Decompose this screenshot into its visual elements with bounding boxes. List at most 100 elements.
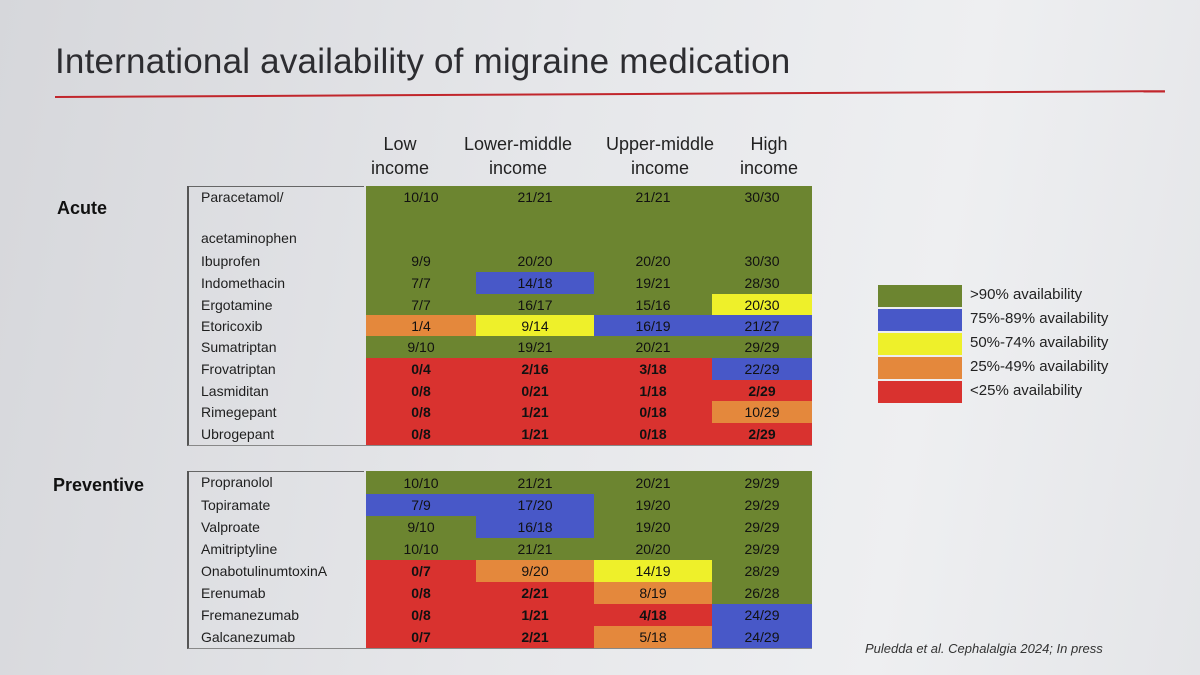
- availability-cell: 0/8: [366, 582, 476, 604]
- availability-cell: 2/21: [476, 582, 594, 604]
- table-row: Indomethacin 7/7 14/18 19/21 28/30: [189, 272, 812, 294]
- availability-cell: 9/9: [366, 250, 476, 272]
- availability-cell: 22/29: [712, 358, 812, 380]
- availability-cell: 17/20: [476, 494, 594, 516]
- availability-cell: 29/29: [712, 516, 812, 538]
- availability-cell: 2/29: [712, 423, 812, 445]
- availability-cell: 24/29: [712, 626, 812, 648]
- drug-name: Frovatriptan: [201, 361, 276, 377]
- availability-cell: 10/10: [366, 471, 476, 494]
- availability-cell: 1/21: [476, 401, 594, 423]
- availability-cell: 9/14: [476, 315, 594, 336]
- availability-cell: 20/20: [594, 538, 712, 560]
- availability-cell: 19/20: [594, 516, 712, 538]
- availability-cell: 0/8: [366, 423, 476, 445]
- section-label: Acute: [57, 198, 108, 218]
- availability-cell: 21/21: [476, 538, 594, 560]
- drug-name: Amitriptyline: [201, 541, 278, 557]
- availability-cell: 1/21: [476, 604, 594, 626]
- drug-name: Propranolol: [201, 474, 273, 490]
- drug-name: Indomethacin: [201, 275, 286, 291]
- table-row: Rimegepant 0/8 1/21 0/18 10/29: [189, 401, 812, 423]
- availability-cell: 20/21: [594, 471, 712, 494]
- section-label: Preventive: [53, 475, 145, 495]
- availability-cell: 0/7: [366, 626, 476, 648]
- column-header-line1: Upper-middle: [605, 134, 715, 154]
- column-header-line2: income: [488, 158, 548, 178]
- legend-label: 25%-49% availability: [970, 358, 1109, 375]
- table-row: Valproate 9/10 16/18 19/20 29/29: [189, 516, 812, 538]
- availability-cell: 4/18: [594, 604, 712, 626]
- column-header: High income: [689, 132, 849, 180]
- availability-cell: 21/21: [594, 186, 712, 250]
- column-header-line2: income: [370, 158, 430, 178]
- availability-cell: 24/29: [712, 604, 812, 626]
- column-header-line1: Lower-middle: [463, 134, 573, 154]
- table-row: Propranolol 10/10 21/21 20/21 29/29: [189, 471, 812, 494]
- availability-cell: 28/29: [712, 560, 812, 582]
- table-row: Etoricoxib 1/4 9/14 16/19 21/27: [189, 315, 812, 336]
- availability-cell: 2/21: [476, 626, 594, 648]
- legend-swatch: [878, 309, 962, 331]
- availability-cell: 8/19: [594, 582, 712, 604]
- drug-name: Ubrogepant: [201, 426, 275, 442]
- drug-name: Ibuprofen: [201, 253, 261, 269]
- table-row: Topiramate 7/9 17/20 19/20 29/29: [189, 494, 812, 516]
- availability-cell: 0/21: [476, 380, 594, 401]
- availability-cell: 7/9: [366, 494, 476, 516]
- availability-table: Propranolol 10/10 21/21 20/21 29/29 Topiramat…: [187, 471, 812, 649]
- availability-cell: 15/16: [594, 294, 712, 315]
- legend-swatch: [878, 285, 962, 307]
- table-row: Fremanezumab 0/8 1/21 4/18 24/29: [189, 604, 812, 626]
- availability-cell: 16/18: [476, 516, 594, 538]
- availability-cell: 19/20: [594, 494, 712, 516]
- availability-cell: 20/21: [594, 336, 712, 358]
- drug-name: Rimegepant: [201, 404, 277, 420]
- availability-table: Paracetamol/acetaminophen 10/10 21/21 21/21…: [187, 186, 812, 446]
- availability-cell: 10/10: [366, 538, 476, 560]
- availability-cell: 29/29: [712, 336, 812, 358]
- drug-name: Valproate: [201, 519, 260, 535]
- table-row: Lasmiditan 0/8 0/21 1/18 2/29: [189, 380, 812, 401]
- availability-cell: 0/18: [594, 401, 712, 423]
- availability-cell: 14/18: [476, 272, 594, 294]
- availability-cell: 9/10: [366, 336, 476, 358]
- availability-cell: 5/18: [594, 626, 712, 648]
- drug-name-continued: acetaminophen: [201, 230, 297, 246]
- column-header-line2: income: [739, 158, 799, 178]
- availability-cell: 20/20: [476, 250, 594, 272]
- drug-name: Lasmiditan: [201, 383, 269, 399]
- drug-name: Erenumab: [201, 585, 266, 601]
- availability-cell: 30/30: [712, 250, 812, 272]
- availability-cell: 1/4: [366, 315, 476, 336]
- slide-title: International availability of migraine m…: [55, 42, 791, 81]
- availability-cell: 20/30: [712, 294, 812, 315]
- legend-label: 75%-89% availability: [970, 310, 1109, 327]
- availability-cell: 0/8: [366, 380, 476, 401]
- availability-cell: 16/17: [476, 294, 594, 315]
- drug-name: Galcanezumab: [201, 629, 296, 645]
- availability-cell: 14/19: [594, 560, 712, 582]
- availability-cell: 1/18: [594, 380, 712, 401]
- drug-name: Sumatriptan: [201, 339, 277, 355]
- availability-cell: 30/30: [712, 186, 812, 250]
- availability-cell: 20/20: [594, 250, 712, 272]
- availability-cell: 21/27: [712, 315, 812, 336]
- availability-cell: 29/29: [712, 471, 812, 494]
- legend-label: >90% availability: [970, 286, 1083, 303]
- table-top-border: [189, 471, 364, 472]
- availability-cell: 7/7: [366, 294, 476, 315]
- column-header-line1: Low: [383, 134, 417, 154]
- legend-swatch: [878, 333, 962, 355]
- table-row: Amitriptyline 10/10 21/21 20/20 29/29: [189, 538, 812, 560]
- availability-cell: 29/29: [712, 494, 812, 516]
- column-header: Low income: [320, 132, 480, 180]
- legend-label: <25% availability: [970, 382, 1083, 399]
- availability-cell: 28/30: [712, 272, 812, 294]
- availability-cell: 26/28: [712, 582, 812, 604]
- availability-cell: 0/18: [594, 423, 712, 445]
- table-row: Paracetamol/acetaminophen 10/10 21/21 21/21…: [189, 186, 812, 250]
- column-header: Upper-middle income: [580, 132, 740, 180]
- availability-cell: 9/10: [366, 516, 476, 538]
- legend-label: 50%-74% availability: [970, 334, 1109, 351]
